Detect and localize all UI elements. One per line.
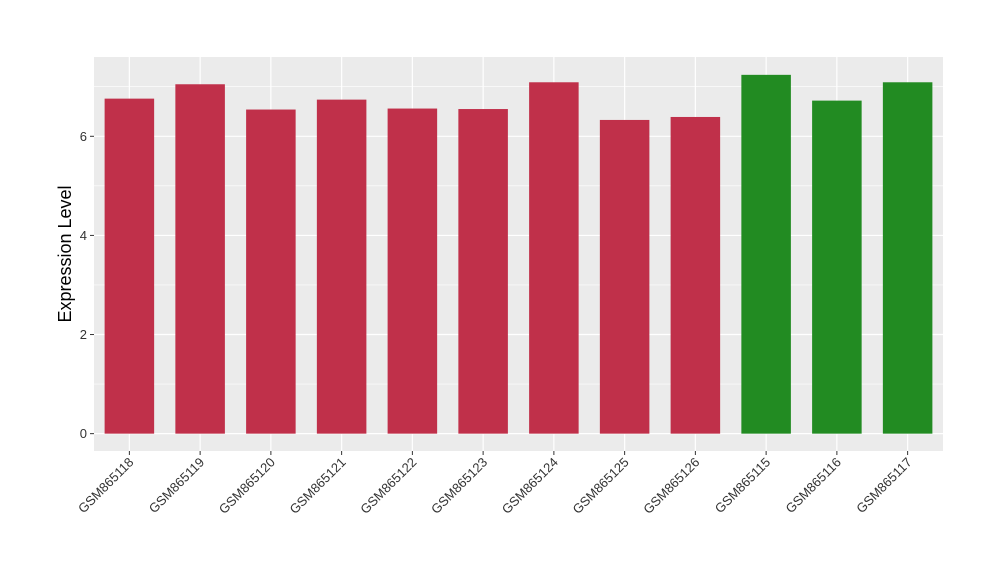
x-tick-label: GSM865121 bbox=[287, 455, 349, 517]
x-tick-label: GSM865125 bbox=[570, 455, 632, 517]
bar bbox=[104, 98, 155, 434]
bar bbox=[812, 100, 862, 434]
x-tick-label: GSM865119 bbox=[146, 455, 208, 517]
bar bbox=[458, 109, 508, 434]
bar bbox=[741, 74, 791, 434]
x-tick-label: GSM865115 bbox=[712, 455, 774, 517]
y-axis: 0 2 4 6 bbox=[80, 129, 94, 441]
x-tick-label: GSM865126 bbox=[640, 455, 702, 517]
bar bbox=[599, 119, 650, 434]
bar bbox=[670, 116, 721, 434]
x-tick-label: GSM865124 bbox=[499, 455, 561, 517]
x-tick-label: GSM865117 bbox=[853, 455, 915, 517]
bar bbox=[316, 99, 367, 434]
bars bbox=[104, 74, 933, 434]
bar bbox=[387, 108, 438, 434]
bar bbox=[175, 84, 225, 434]
y-tick-label: 2 bbox=[80, 327, 87, 342]
x-axis: GSM865118 GSM865119 GSM865120 GSM865121 GSM8… bbox=[75, 451, 915, 517]
bar bbox=[882, 82, 933, 434]
bar bbox=[529, 82, 579, 434]
minor-gridlines bbox=[94, 86, 943, 385]
x-tick-label: GSM865122 bbox=[357, 455, 419, 517]
y-axis-title: Expression Level bbox=[55, 185, 75, 322]
x-tick-label: GSM865116 bbox=[782, 455, 844, 517]
y-tick-label: 0 bbox=[80, 426, 87, 441]
plot-panel bbox=[94, 57, 943, 451]
bar bbox=[246, 109, 296, 434]
x-tick-label: GSM865120 bbox=[216, 455, 278, 517]
y-tick-label: 4 bbox=[80, 228, 87, 243]
y-tick-label: 6 bbox=[80, 129, 87, 144]
x-tick-label: GSM865123 bbox=[428, 455, 490, 517]
x-tick-label: GSM865118 bbox=[75, 455, 137, 517]
